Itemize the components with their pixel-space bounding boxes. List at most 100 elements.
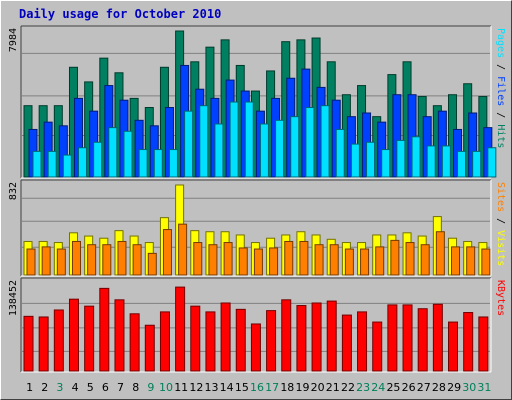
- bar-pages-day-26: [411, 136, 421, 178]
- bar-pages-day-16: [259, 123, 269, 178]
- bar-sites-day-12: [193, 242, 203, 276]
- x-tick-label: 10: [159, 381, 173, 394]
- bar-pages-day-8: [138, 149, 148, 178]
- legend-entry: /: [495, 212, 506, 230]
- bar-pages-day-27: [426, 145, 436, 178]
- bar-sites-day-7: [117, 240, 127, 276]
- bar-sites-day-3: [56, 248, 66, 276]
- bar-sites-day-6: [102, 244, 112, 276]
- bar-pages-day-21: [335, 128, 345, 178]
- bar-sites-day-24: [375, 246, 385, 276]
- bar-kbytes-day-28: [432, 303, 443, 372]
- x-tick-label: 16: [250, 381, 264, 394]
- bar-kbytes-day-20: [311, 302, 322, 372]
- bar-pages-day-14: [229, 101, 239, 178]
- bar-kbytes-day-23: [357, 311, 368, 372]
- x-tick-label: 24: [371, 381, 385, 394]
- bar-kbytes-day-11: [175, 286, 186, 372]
- bar-pages-day-4: [77, 147, 87, 178]
- x-tick-label: 25: [386, 381, 400, 394]
- bar-pages-day-25: [396, 139, 406, 178]
- bar-pages-day-28: [441, 145, 451, 178]
- legend-entry: Sites: [495, 182, 506, 212]
- bar-sites-day-31: [481, 248, 491, 276]
- bar-pages-day-3: [62, 154, 72, 178]
- bar-sites-day-22: [344, 248, 354, 276]
- x-tick-label: 3: [56, 381, 63, 394]
- bar-pages-day-29: [457, 150, 467, 178]
- bar-kbytes-day-8: [129, 313, 140, 372]
- legend-entry: Visits: [495, 230, 506, 266]
- bar-kbytes-day-24: [372, 321, 383, 372]
- bar-sites-day-5: [87, 244, 97, 276]
- chart-title: Daily usage for October 2010: [19, 7, 222, 21]
- x-tick-label: 22: [341, 381, 355, 394]
- x-tick-label: 6: [102, 381, 109, 394]
- bar-pages-day-7: [123, 130, 133, 178]
- bar-kbytes-day-4: [68, 298, 79, 372]
- bar-pages-day-15: [244, 101, 254, 178]
- bar-pages-day-22: [350, 143, 360, 178]
- x-tick-label: 8: [132, 381, 139, 394]
- series-legend: Pages / Files / Hits: [495, 28, 506, 148]
- bar-kbytes-day-9: [144, 324, 155, 372]
- bar-kbytes-day-5: [84, 305, 95, 372]
- bar-kbytes-day-21: [326, 300, 337, 372]
- bar-kbytes-day-1: [23, 315, 34, 372]
- bar-sites-day-1: [26, 248, 36, 276]
- bar-kbytes-day-3: [53, 309, 64, 372]
- series-legend: KBytes: [495, 280, 506, 316]
- bar-sites-day-28: [435, 231, 445, 276]
- bar-pages-day-11: [184, 110, 194, 178]
- bar-pages-day-24: [381, 149, 391, 178]
- bar-kbytes-day-19: [296, 305, 307, 372]
- x-tick-label: 2: [41, 381, 48, 394]
- bar-sites-day-2: [41, 246, 51, 276]
- x-tick-label: 20: [311, 381, 325, 394]
- series-legend: Sites / Visits: [495, 182, 506, 266]
- x-tick-label: 14: [220, 381, 234, 394]
- x-tick-label: 26: [402, 381, 416, 394]
- bar-pages-day-30: [472, 150, 482, 178]
- bar-pages-day-1: [32, 150, 42, 178]
- bar-sites-day-17: [269, 247, 279, 276]
- bar-pages-day-23: [366, 141, 376, 178]
- bar-sites-day-11: [178, 223, 188, 276]
- bar-kbytes-day-25: [387, 304, 398, 372]
- panel-hits: 7984 Pages / Files / Hits: [8, 25, 506, 179]
- bar-kbytes-day-30: [463, 312, 474, 372]
- bar-pages-day-12: [199, 105, 209, 178]
- bar-kbytes-day-17: [266, 310, 277, 372]
- bar-sites-day-8: [132, 244, 142, 276]
- legend-entry: /: [495, 58, 506, 76]
- bar-pages-day-9: [153, 149, 163, 178]
- bar-kbytes-day-6: [99, 287, 110, 372]
- bar-kbytes-day-2: [38, 316, 49, 372]
- x-tick-label: 17: [265, 381, 279, 394]
- legend-entry: Pages: [495, 28, 506, 58]
- bar-kbytes-day-14: [220, 302, 231, 372]
- x-tick-label: 12: [189, 381, 203, 394]
- bar-sites-day-15: [238, 247, 248, 276]
- x-tick-label: 9: [147, 381, 154, 394]
- bar-sites-day-26: [405, 242, 415, 276]
- x-tick-label: 4: [72, 381, 79, 394]
- bar-kbytes-day-7: [114, 299, 125, 372]
- x-tick-label: 7: [117, 381, 124, 394]
- x-tick-label: 15: [235, 381, 249, 394]
- bar-pages-day-17: [275, 119, 285, 178]
- bar-pages-day-2: [47, 150, 57, 178]
- bar-sites-day-23: [360, 248, 370, 276]
- panel-kbytes: 138452 KBytes: [8, 277, 506, 373]
- y-max-label: 138452: [8, 280, 19, 316]
- legend-entry: Files: [495, 76, 506, 106]
- bar-sites-day-27: [420, 244, 430, 276]
- bar-pages-day-31: [487, 147, 497, 178]
- bar-kbytes-day-27: [417, 308, 428, 372]
- bar-sites-day-4: [71, 240, 81, 276]
- bar-kbytes-day-15: [235, 308, 246, 372]
- x-tick-label: 23: [356, 381, 370, 394]
- x-tick-label: 29: [447, 381, 461, 394]
- x-tick-label: 5: [87, 381, 94, 394]
- bar-sites-day-19: [299, 240, 309, 276]
